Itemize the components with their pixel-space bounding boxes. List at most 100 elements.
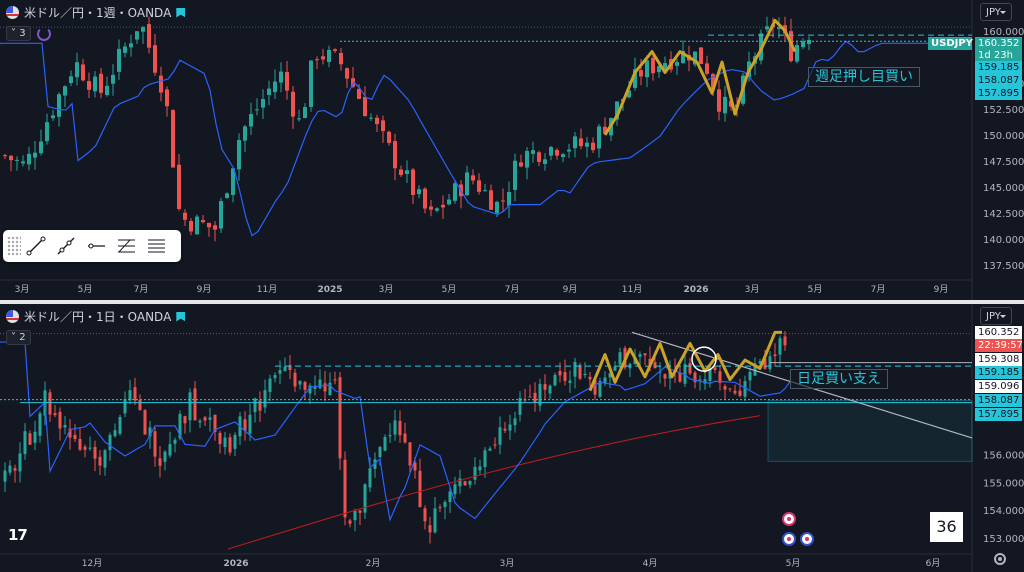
daily-chart-canvas[interactable]: 156.000 155.000 154.000 153.000 12月 2026 2月 3月 4…: [0, 304, 1024, 572]
candle-body: [765, 26, 769, 30]
candle-body: [108, 434, 112, 451]
candle-body: [608, 373, 612, 378]
candle-body: [263, 390, 267, 408]
us-event-flag-icon-2[interactable]: [800, 532, 814, 546]
candle-body: [381, 120, 385, 132]
x-tick-label: 9月: [563, 284, 578, 295]
candle-body: [483, 190, 487, 192]
x-tick-label: 5月: [78, 284, 93, 295]
x-tick-label: 7月: [505, 284, 520, 295]
candle-body: [171, 110, 175, 168]
candle-body: [468, 480, 472, 485]
x-tick-label: 5月: [808, 284, 823, 295]
tradingview-logo[interactable]: 17: [8, 526, 28, 544]
weekly-symbol-header[interactable]: 米ドル／円・1週・OANDA: [6, 4, 186, 21]
y-tick-label: 152.500: [983, 105, 1024, 116]
candle-body: [493, 444, 497, 446]
weekly-chart-pane[interactable]: 160.000155.000152.500150.000147.500145.0…: [0, 0, 1024, 300]
candle-body: [87, 81, 91, 90]
candle-body: [201, 220, 205, 223]
fib-retracement-tool-icon[interactable]: [111, 233, 141, 259]
candle-body: [578, 364, 582, 379]
candle-body: [21, 161, 25, 164]
candle-body: [538, 384, 542, 406]
weekly-chart-canvas[interactable]: 160.000155.000152.500150.000147.500145.0…: [0, 0, 1024, 300]
candle-body: [168, 444, 172, 456]
x-tick-label: 3月: [500, 558, 515, 569]
candle-body: [283, 366, 287, 372]
candle-body: [318, 379, 322, 389]
pane-divider[interactable]: [0, 300, 1024, 304]
horizontal-ray-tool-icon[interactable]: [81, 233, 111, 259]
settings-gear-icon[interactable]: [994, 553, 1006, 565]
candle-body: [13, 468, 17, 471]
ray-tool-icon[interactable]: [51, 233, 81, 259]
daily-currency-select[interactable]: JPY: [980, 307, 1012, 325]
us-event-flag-icon[interactable]: [782, 532, 796, 546]
price-label: 1d 23h: [975, 49, 1022, 62]
candle-body: [258, 400, 262, 411]
x-tick-label: 5月: [442, 284, 457, 295]
candle-body: [98, 456, 102, 466]
candle-body: [405, 170, 409, 175]
candle-body: [373, 459, 377, 469]
drawing-toolbar[interactable]: [3, 230, 181, 262]
trend-line-tool-icon[interactable]: [21, 233, 51, 259]
candle-body: [411, 169, 415, 195]
candle-body: [717, 89, 721, 112]
elliott-wave-drawing: [588, 330, 782, 392]
candle-body: [243, 126, 247, 141]
parallel-lines-tool-icon[interactable]: [141, 233, 171, 259]
weekly-annotation-label[interactable]: 週足押し目買い: [808, 67, 920, 87]
weekly-indicator-count[interactable]: ˅ 3: [6, 26, 31, 41]
candle-body: [255, 109, 259, 111]
candle-body: [733, 390, 737, 394]
daily-symbol-label: 米ドル／円・1日・OANDA: [24, 310, 172, 324]
daily-annotation-label[interactable]: 日足買い支え: [790, 369, 888, 389]
candle-body: [15, 159, 19, 161]
candle-body: [63, 424, 67, 428]
candle-body: [537, 152, 541, 162]
candle-body: [237, 140, 241, 170]
candle-body: [705, 63, 709, 74]
weekly-symbol-label: 米ドル／円・1週・OANDA: [24, 6, 172, 20]
alert-counter-badge[interactable]: 36: [930, 512, 963, 542]
candle-body: [148, 427, 152, 437]
candle-body: [45, 122, 49, 142]
candle-body: [81, 64, 85, 81]
candle-body: [708, 368, 712, 381]
daily-chart-pane[interactable]: 156.000 155.000 154.000 153.000 12月 2026 2月 3月 4…: [0, 304, 1024, 572]
candle-body: [309, 60, 313, 107]
economic-event-icon[interactable]: [782, 512, 796, 526]
candle-body: [57, 94, 61, 117]
usdjpy-flag-icon: [6, 310, 19, 323]
daily-symbol-header[interactable]: 米ドル／円・1日・OANDA: [6, 308, 186, 325]
candle-body: [417, 189, 421, 195]
candle-body: [228, 437, 232, 453]
candle-body: [123, 399, 127, 414]
weekly-currency-select[interactable]: JPY: [980, 3, 1012, 21]
candle-body: [133, 387, 137, 401]
bookmark-icon[interactable]: [176, 7, 186, 18]
bookmark-icon[interactable]: [176, 311, 186, 322]
candle-body: [188, 392, 192, 421]
candle-body: [315, 59, 319, 61]
candle-body: [63, 86, 67, 96]
candle-body: [303, 107, 307, 119]
candle-body: [123, 46, 127, 53]
candle-body: [9, 155, 13, 161]
candle-body: [703, 379, 707, 384]
x-tick-label: 7月: [134, 284, 149, 295]
candle-body: [653, 362, 657, 369]
candle-body: [141, 27, 145, 32]
weekly-indicator-toggle[interactable]: ˅ 3: [6, 26, 51, 41]
candle-body: [773, 354, 777, 357]
daily-indicator-toggle[interactable]: ˅ 2: [6, 330, 31, 345]
candle-body: [8, 465, 12, 473]
toolbar-drag-handle-icon[interactable]: [7, 236, 21, 256]
candle-body: [513, 160, 517, 190]
daily-indicator-count[interactable]: ˅ 2: [6, 330, 31, 345]
x-tick-label: 7月: [871, 284, 886, 295]
candle-body: [408, 442, 412, 466]
candle-body: [567, 149, 571, 152]
